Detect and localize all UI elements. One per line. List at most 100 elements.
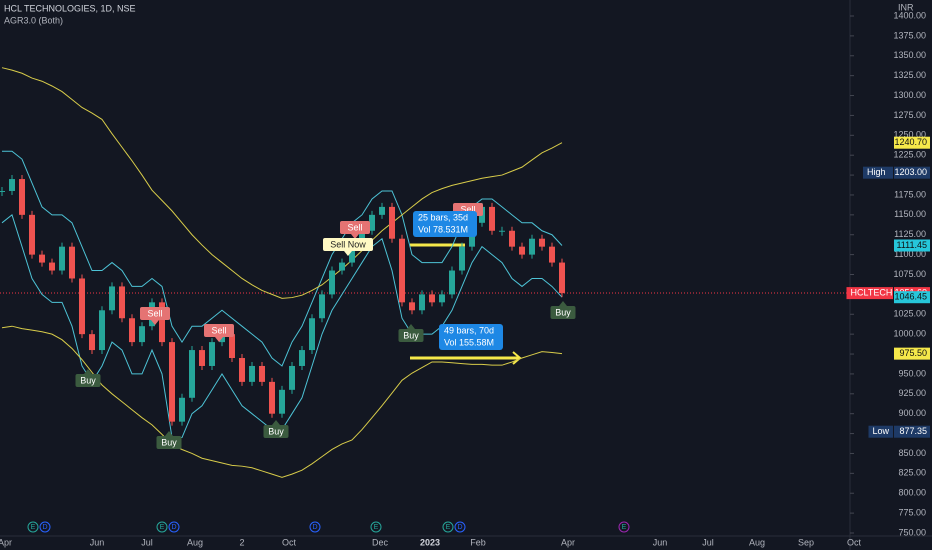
- signal-label: Sell: [460, 204, 475, 214]
- signal-box: [156, 436, 182, 449]
- x-tick-label: Oct: [847, 537, 862, 547]
- candle: [99, 310, 105, 351]
- candle: [239, 358, 245, 382]
- x-tick-label: Sep: [798, 537, 814, 547]
- y-tick-label: 800.00: [898, 488, 926, 498]
- candle: [379, 206, 385, 215]
- candle: [559, 262, 565, 294]
- event-marker: [156, 521, 168, 533]
- signal-pointer: [559, 301, 567, 306]
- event-marker: [454, 521, 466, 533]
- y-tick-label: 825.00: [898, 468, 926, 478]
- y-tick-label: 1100.00: [894, 249, 926, 259]
- candle: [259, 365, 265, 382]
- candle: [9, 179, 15, 191]
- candle: [329, 270, 335, 295]
- signal-box: [204, 324, 234, 337]
- event-label: D: [42, 524, 47, 531]
- event-label: D: [171, 524, 176, 531]
- candle: [179, 397, 185, 422]
- signal-box: [340, 221, 370, 234]
- signal-box: [140, 307, 170, 320]
- event-label: E: [622, 524, 627, 531]
- price-tag-box: [894, 425, 930, 438]
- price-tag-name: Low: [873, 426, 890, 436]
- candle: [59, 246, 65, 271]
- candle: [399, 238, 405, 303]
- measure-box: [413, 211, 477, 237]
- signal-label: Sell: [147, 308, 162, 318]
- candle: [49, 262, 55, 271]
- candle: [39, 254, 45, 263]
- y-tick-label: 775.00: [898, 507, 926, 517]
- candle: [309, 318, 315, 351]
- y-tick-label: 1075.00: [893, 269, 926, 279]
- y-tick-label: 1150.00: [894, 209, 926, 219]
- signal-label: Buy: [80, 375, 96, 385]
- candle: [19, 179, 25, 215]
- candle: [129, 318, 135, 343]
- price-tag-label: 1240.70: [894, 137, 927, 147]
- measure-bars: 25 bars, 35d: [418, 212, 468, 222]
- x-tick-label: Jul: [702, 537, 714, 547]
- band-line: [1, 67, 563, 299]
- x-tick-label: 2023: [420, 537, 440, 547]
- price-tag-label: 1111.45: [896, 240, 927, 250]
- x-tick-label: Aug: [187, 537, 203, 547]
- candle: [109, 286, 115, 311]
- x-tick-label: Oct: [282, 537, 297, 547]
- candle: [439, 294, 445, 303]
- x-tick-label: Jun: [90, 537, 105, 547]
- signal-pointer: [272, 420, 280, 425]
- candle: [249, 365, 255, 382]
- price-tag-label: 877.35: [899, 426, 927, 436]
- candle: [459, 246, 465, 271]
- signal-box: [75, 374, 101, 387]
- y-tick-label: 1000.00: [893, 329, 926, 339]
- event-label: E: [446, 524, 451, 531]
- candle: [69, 246, 75, 279]
- candle: [419, 294, 425, 311]
- candle: [349, 246, 355, 263]
- event-marker: [370, 521, 382, 533]
- signal-label: Sell: [347, 222, 362, 232]
- price-tag-name: HCLTECH: [851, 287, 893, 297]
- signal-box: [398, 329, 424, 342]
- candle: [139, 326, 145, 343]
- price-tag-box: [894, 239, 930, 252]
- candle: [209, 342, 215, 366]
- candle: [369, 214, 375, 231]
- y-tick-label: 1400.00: [893, 10, 926, 20]
- event-marker: [27, 521, 39, 533]
- y-tick-label: 1250.00: [893, 130, 926, 140]
- y-tick-label: 1125.00: [894, 229, 926, 239]
- x-tick-label: Feb: [470, 537, 486, 547]
- measure-volume: Vol 155.58M: [444, 337, 494, 347]
- candle: [79, 278, 85, 335]
- event-marker: [39, 521, 51, 533]
- candle: [279, 389, 285, 414]
- candle: [409, 302, 415, 311]
- candle: [499, 230, 505, 232]
- x-tick-label: Dec: [372, 537, 389, 547]
- candle: [519, 246, 525, 255]
- candle: [159, 302, 165, 343]
- price-tag-name-box: [863, 166, 893, 179]
- y-tick-label: 750.00: [898, 527, 926, 537]
- signal-label: Buy: [268, 426, 284, 436]
- signal-pointer: [151, 320, 159, 325]
- signal-pointer: [407, 324, 415, 329]
- event-label: E: [374, 524, 379, 531]
- candle: [429, 294, 435, 303]
- x-tick-label: Jul: [141, 537, 153, 547]
- candle: [169, 342, 175, 422]
- signal-pointer: [351, 234, 359, 239]
- y-tick-label: 1300.00: [893, 90, 926, 100]
- symbol-title: HCL TECHNOLOGIES, 1D, NSE: [4, 3, 136, 13]
- y-tick-label: 1350.00: [893, 50, 926, 60]
- signal-pointer: [165, 431, 173, 436]
- candle: [189, 350, 195, 398]
- x-tick-label: Apr: [561, 537, 575, 547]
- event-label: D: [312, 524, 317, 531]
- price-tag-name-box: [868, 425, 893, 438]
